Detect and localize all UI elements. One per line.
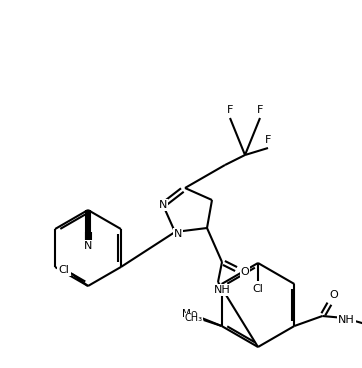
Text: O: O bbox=[329, 290, 338, 300]
Text: Cl: Cl bbox=[59, 265, 70, 275]
Text: Me: Me bbox=[182, 309, 197, 319]
Text: N: N bbox=[84, 241, 92, 251]
Text: Cl: Cl bbox=[253, 284, 264, 294]
Text: CH₃: CH₃ bbox=[185, 313, 203, 323]
Text: N: N bbox=[174, 229, 182, 239]
Text: F: F bbox=[227, 105, 233, 115]
Text: F: F bbox=[265, 135, 271, 145]
Text: NH: NH bbox=[338, 315, 355, 325]
Text: F: F bbox=[257, 105, 263, 115]
Text: O: O bbox=[241, 267, 249, 277]
Text: N: N bbox=[159, 200, 167, 210]
Text: NH: NH bbox=[214, 285, 230, 295]
